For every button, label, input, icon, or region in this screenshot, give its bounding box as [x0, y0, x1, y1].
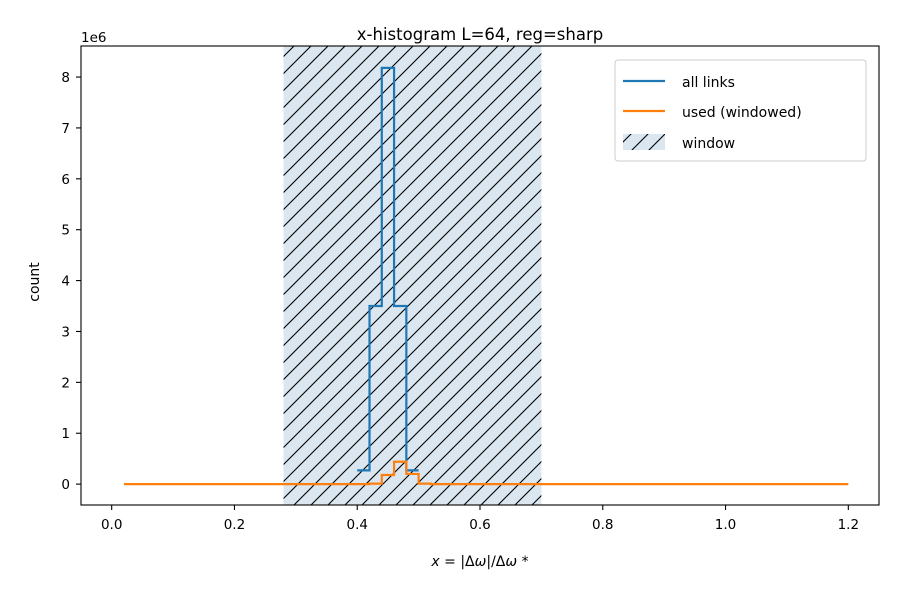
legend-swatch-window-hatch — [623, 134, 665, 150]
y-axis-label: count — [27, 262, 43, 302]
x-axis-label-part-1: x — [430, 554, 440, 570]
legend-box — [614, 59, 867, 162]
series-all-links-line — [357, 66, 419, 472]
chart-title: x-histogram L=64, reg=sharp — [357, 25, 603, 44]
series-used-windowed-line — [123, 460, 849, 486]
x-axis-label-part-3: ω — [475, 554, 487, 570]
x-tick-label: 0.0 — [101, 517, 122, 533]
x-tick-label: 1.2 — [838, 517, 859, 533]
y-tick-label: 2 — [61, 375, 70, 391]
legend: all links used (windowed) window — [614, 59, 867, 162]
x-axis-label-part-5: ω — [505, 554, 517, 570]
y-tick-label: 3 — [61, 324, 70, 340]
x-tick-label: 1.0 — [715, 517, 736, 533]
window-span-hatch — [283, 46, 542, 505]
x-tick-label: 0.4 — [346, 517, 367, 533]
y-tick-label: 8 — [61, 70, 70, 86]
legend-label-used-windowed: used (windowed) — [682, 105, 802, 121]
legend-label-window: window — [682, 136, 735, 152]
series-layer — [123, 66, 849, 486]
x-axis-label-part-6: * — [517, 554, 528, 570]
y-tick-label: 1 — [61, 426, 70, 442]
x-tick-label: 0.8 — [592, 517, 613, 533]
x-tick-label: 0.6 — [469, 517, 490, 533]
y-tick-label: 7 — [61, 121, 70, 137]
y-tick-label: 4 — [61, 274, 70, 290]
legend-label-all-links: all links — [682, 75, 735, 91]
x-tick-label: 0.2 — [224, 517, 245, 533]
x-axis-label-part-4: |/Δ — [486, 554, 505, 570]
y-tick-label: 6 — [61, 172, 70, 188]
window-layer — [283, 46, 542, 505]
y-tick-label: 5 — [61, 223, 70, 239]
y-offset-text: 1e6 — [81, 30, 106, 46]
y-tick-label: 0 — [61, 477, 70, 493]
x-axis-label-part-2: = |Δ — [440, 554, 475, 570]
ticks-layer: 0.0 0.2 0.4 0.6 0.8 1.0 1.2 0 1 2 3 4 5 6 7 8 — [61, 70, 859, 533]
x-axis-label: x = |Δω|/Δω * — [430, 554, 528, 570]
